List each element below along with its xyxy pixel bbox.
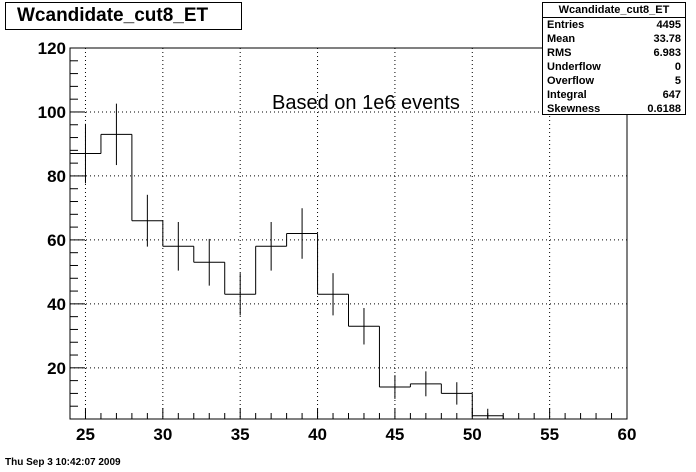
x-tick-label: 55 xyxy=(540,425,559,444)
stats-row: Skewness 0.6188 xyxy=(543,102,685,116)
y-tick-label: 80 xyxy=(47,167,66,186)
y-tick-label: 120 xyxy=(38,39,66,58)
y-tick-label: 20 xyxy=(47,359,66,378)
stats-row: Underflow 0 xyxy=(543,60,685,74)
y-tick-label: 100 xyxy=(38,103,66,122)
x-tick-label: 35 xyxy=(231,425,250,444)
stats-value: 6.983 xyxy=(653,47,681,59)
axes: 25 30 35 40 45 50 55 60 20 40 60 80 100 120 xyxy=(38,39,637,444)
stats-value: 647 xyxy=(662,89,681,101)
error-bars xyxy=(84,103,489,419)
stats-label: Mean xyxy=(547,33,576,45)
y-tick-label: 40 xyxy=(47,295,66,314)
stats-row: Integral 647 xyxy=(543,88,685,102)
stats-row: Overflow 5 xyxy=(543,74,685,88)
x-tick-label: 50 xyxy=(463,425,482,444)
x-tick-label: 40 xyxy=(308,425,327,444)
timestamp-footer: Thu Sep 3 10:42:07 2009 xyxy=(5,457,121,468)
stats-label: Skewness xyxy=(547,103,601,115)
x-tick-label: 30 xyxy=(153,425,172,444)
stats-row: Entries 4495 xyxy=(543,18,685,32)
stats-value: 33.78 xyxy=(653,33,681,45)
chart-title: Wcandidate_cut8_ET xyxy=(5,2,242,30)
stats-label: Entries xyxy=(547,19,585,31)
histogram-bars xyxy=(69,133,627,420)
stats-value: 5 xyxy=(674,75,681,87)
x-tick-label: 25 xyxy=(76,425,95,444)
stats-row: Mean 33.78 xyxy=(543,32,685,46)
stats-value: 0.6188 xyxy=(647,103,681,115)
annotation-text: Based on 1e6 events xyxy=(272,92,460,114)
stats-value: 4495 xyxy=(656,19,681,31)
stats-box: Wcandidate_cut8_ET Entries 4495 Mean 33.78 R… xyxy=(542,2,686,115)
x-tick-label: 60 xyxy=(618,425,637,444)
stats-value: 0 xyxy=(674,61,681,73)
stats-row: RMS 6.983 xyxy=(543,46,685,60)
y-tick-label: 60 xyxy=(47,231,66,250)
stats-label: Underflow xyxy=(547,61,601,73)
stats-title: Wcandidate_cut8_ET xyxy=(543,3,685,18)
x-tick-label: 45 xyxy=(385,425,404,444)
stats-label: Overflow xyxy=(547,75,595,87)
stats-label: RMS xyxy=(547,47,572,59)
stats-label: Integral xyxy=(547,89,587,101)
